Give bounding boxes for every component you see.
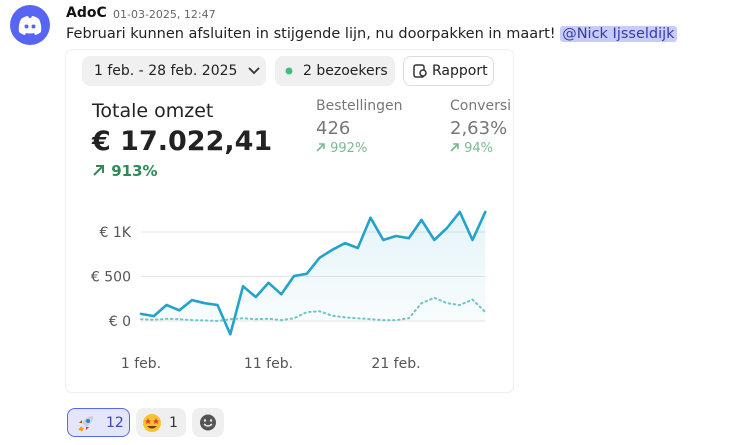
x-tick-label: 21 feb. — [371, 356, 420, 372]
y-tick-label: € 1K — [100, 225, 132, 241]
visitors: 2 bezoekers — [303, 63, 388, 79]
embed-image[interactable]: 1 feb. - 28 feb. 2025 2 bezoekers Rappor… — [66, 50, 513, 392]
up-arrow — [93, 165, 104, 176]
star-struck-emoji — [143, 413, 161, 432]
metric-change: 913% — [92, 162, 158, 180]
date-picker[interactable]: 1 feb. - 28 feb. 2025 — [82, 56, 266, 86]
add-reaction[interactable] — [192, 408, 224, 437]
date-range: 1 feb. - 28 feb. 2025 — [94, 63, 238, 79]
metric-change: 992% — [316, 141, 367, 156]
metric-value: € 17.022,41 — [92, 126, 273, 157]
change: 913% — [111, 162, 158, 180]
metric-value: 426 — [316, 118, 351, 139]
x-tick-label: 1 feb. — [121, 356, 161, 372]
chart: € 0 € 500 € 1K 1 feb. 11 feb. 21 feb. — [91, 210, 487, 372]
comparison-line — [140, 296, 487, 322]
chevron — [248, 67, 261, 75]
reaction-count: 12 — [106, 414, 124, 431]
change: 992% — [330, 141, 368, 156]
up-arrow — [316, 143, 325, 152]
author[interactable]: AdoC — [66, 5, 107, 21]
add-reaction-icon — [200, 414, 216, 431]
revenue-line — [139, 210, 487, 336]
metric-label: Conversi — [450, 98, 512, 114]
y-tick-label: € 500 — [91, 269, 131, 285]
report-icon — [413, 64, 427, 78]
timestamp: 01-03-2025, 12:47 — [113, 8, 216, 21]
area — [141, 211, 486, 335]
metric-value: 2,63% — [450, 118, 508, 139]
metric-change: 94% — [450, 141, 493, 156]
mention[interactable]: @Nick Ijsseldijk — [560, 26, 677, 42]
rocket-emoji — [78, 415, 93, 432]
change: 94% — [464, 141, 494, 156]
reaction-count: 1 — [169, 414, 178, 431]
report-label: Rapport — [432, 63, 488, 79]
text: Februari kunnen afsluiten in stijgende l… — [66, 26, 556, 42]
x-tick-label: 11 feb. — [244, 356, 293, 372]
y-tick-label: € 0 — [109, 314, 131, 330]
report-button[interactable]: Rapport — [403, 56, 494, 86]
reaction-rocket[interactable]: 12 — [67, 408, 130, 437]
metric-label: Bestellingen — [316, 98, 403, 114]
metric-label: Totale omzet — [92, 100, 214, 122]
reaction-star[interactable]: 1 — [136, 408, 186, 437]
visitors-pill[interactable]: 2 bezoekers — [275, 56, 395, 86]
up-arrow — [450, 143, 459, 152]
avatar — [10, 5, 50, 45]
message-text: Februari kunnen afsluiten in stijgende l… — [66, 26, 677, 42]
live-dot — [285, 67, 293, 75]
